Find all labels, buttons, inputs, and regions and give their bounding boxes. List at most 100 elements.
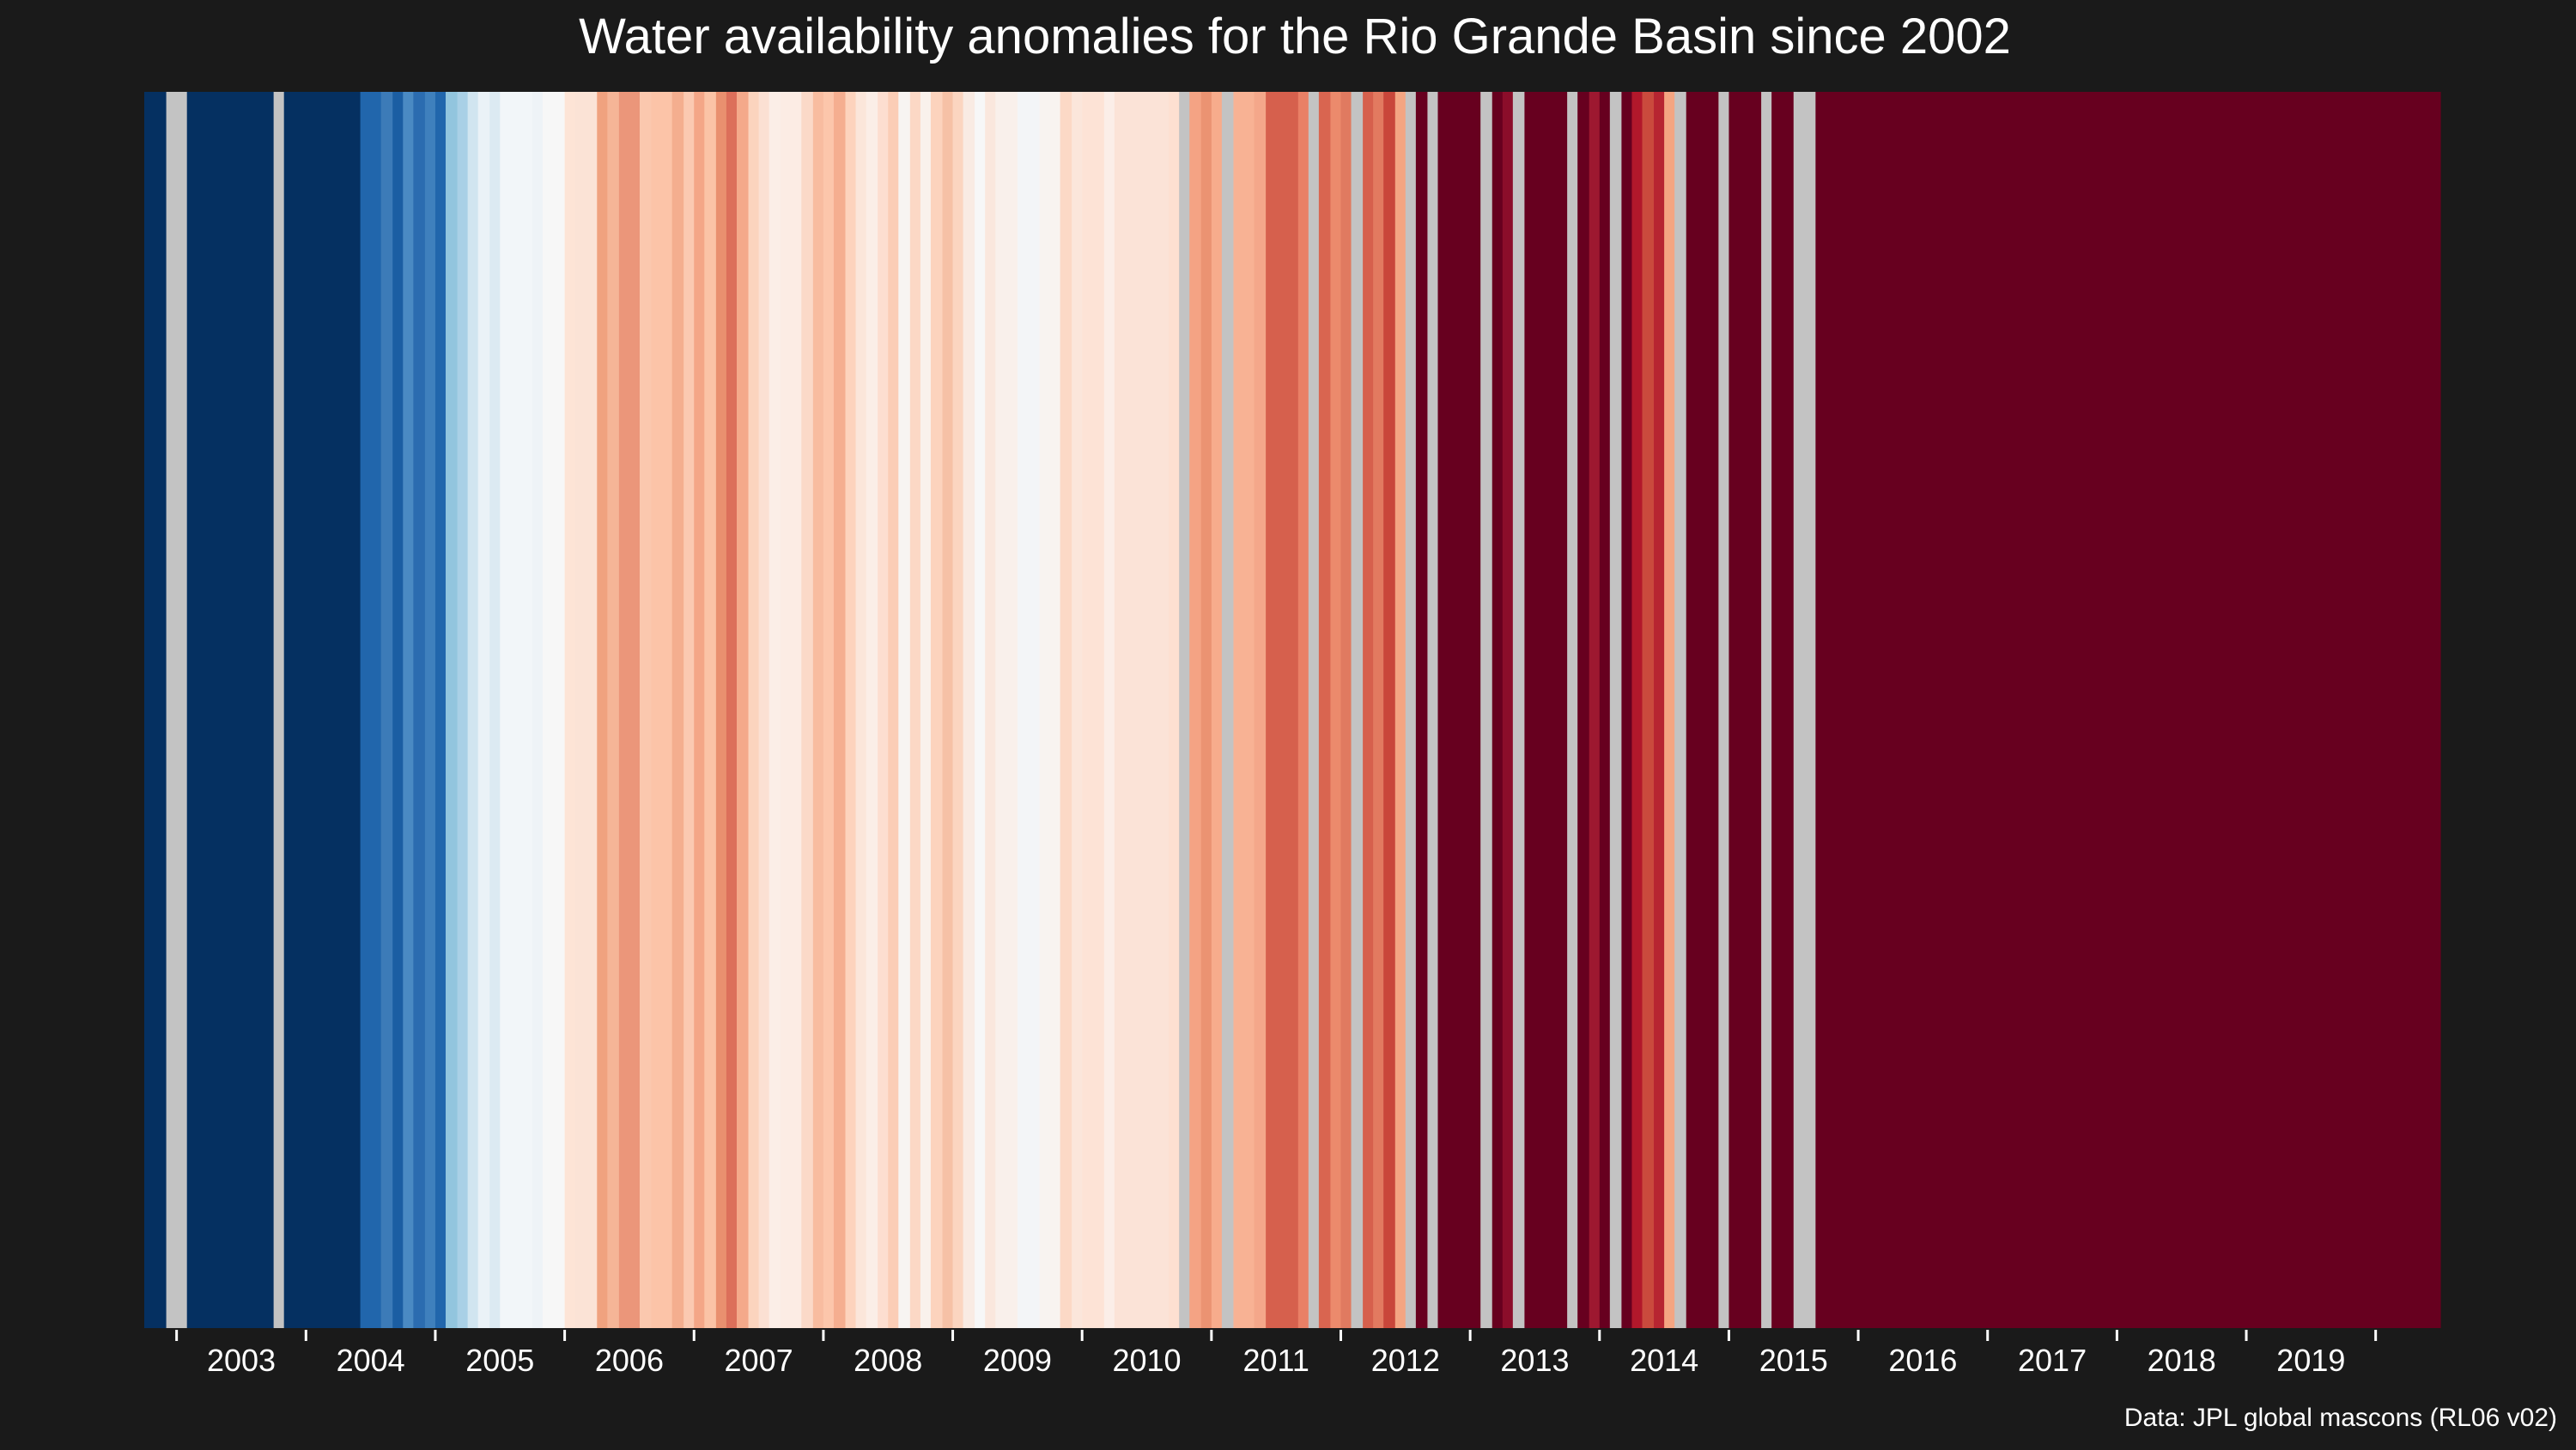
stripe: [1383, 92, 1396, 1328]
x-axis: 2003 2004 2005 2006 2007 2008 2009 2010 2011 2012…: [175, 1330, 2378, 1378]
stripe: [833, 92, 847, 1328]
stripe: [671, 92, 684, 1328]
stripe: [1266, 92, 1299, 1328]
stripe: [963, 92, 975, 1328]
stripe: [975, 92, 986, 1328]
stripe: [1211, 92, 1223, 1328]
stripe: [952, 92, 964, 1328]
stripe: [1340, 92, 1352, 1328]
stripe: [801, 92, 814, 1328]
stripe: [748, 92, 760, 1328]
stripe: [1060, 92, 1072, 1328]
stripe: [1599, 92, 1611, 1328]
stripe: [1502, 92, 1514, 1328]
x-tick-label: 2003: [207, 1343, 276, 1378]
stripe: [1082, 92, 1105, 1328]
stripe: [1233, 92, 1255, 1328]
stripe: [283, 92, 361, 1328]
x-tick-label: 2010: [1112, 1343, 1181, 1378]
stripe: [942, 92, 954, 1328]
stripe: [457, 92, 469, 1328]
stripe: [1686, 92, 1719, 1328]
x-tick-label: 2015: [1759, 1343, 1828, 1378]
x-tick-label: 2019: [2276, 1343, 2345, 1378]
stripe: [434, 92, 447, 1328]
stripe: [500, 92, 533, 1328]
stripe-missing: [1221, 92, 1235, 1328]
stripe: [866, 92, 878, 1328]
stripe-missing: [1480, 92, 1493, 1328]
stripe: [1114, 92, 1170, 1328]
stripe: [543, 92, 566, 1328]
stripe: [736, 92, 750, 1328]
stripe: [467, 92, 479, 1328]
stripe: [380, 92, 393, 1328]
stripe: [186, 92, 275, 1328]
stripe: [769, 92, 781, 1328]
x-tick-label: 2007: [725, 1343, 793, 1378]
stripe: [1394, 92, 1406, 1328]
stripe: [694, 92, 705, 1328]
x-tick-label: 2006: [595, 1343, 664, 1378]
stripe: [855, 92, 867, 1328]
stripe: [898, 92, 911, 1328]
stripe: [477, 92, 490, 1328]
stripe: [812, 92, 824, 1328]
x-tick-label: 2013: [1500, 1343, 1569, 1378]
stripe: [1200, 92, 1212, 1328]
stripe: [1330, 92, 1342, 1328]
stripe: [715, 92, 727, 1328]
stripe: [1039, 92, 1061, 1328]
stripe: [1373, 92, 1384, 1328]
stripe-missing: [1718, 92, 1730, 1328]
stripe: [1589, 92, 1601, 1328]
stripe: [618, 92, 641, 1328]
stripe-missing: [166, 92, 188, 1328]
stripe-missing: [1512, 92, 1526, 1328]
stripe: [1297, 92, 1309, 1328]
stripe: [1771, 92, 1795, 1328]
stripe: [1728, 92, 1762, 1328]
x-tick-label: 2014: [1630, 1343, 1698, 1378]
stripe-missing: [1179, 92, 1190, 1328]
stripe: [403, 92, 414, 1328]
stripe: [144, 92, 167, 1328]
x-tick-label: 2004: [337, 1343, 405, 1378]
stripe: [1577, 92, 1590, 1328]
stripe: [639, 92, 653, 1328]
stripe: [424, 92, 436, 1328]
data-source-caption: Data: JPL global mascons (RL06 v02): [2124, 1404, 2557, 1432]
stripe: [920, 92, 932, 1328]
stripe: [564, 92, 576, 1328]
stripe: [995, 92, 1018, 1328]
stripe: [888, 92, 899, 1328]
stripe: [574, 92, 598, 1328]
x-tick-label: 2009: [983, 1343, 1052, 1378]
x-tick-label: 2005: [465, 1343, 534, 1378]
x-tick-label: 2012: [1371, 1343, 1440, 1378]
stripe: [781, 92, 802, 1328]
stripe: [413, 92, 426, 1328]
chart-title: Water availability anomalies for the Rio…: [579, 9, 2011, 64]
stripe: [1169, 92, 1180, 1328]
stripe-missing: [1761, 92, 1772, 1328]
stripes-layer: [144, 92, 2441, 1328]
x-tick-label: 2011: [1242, 1343, 1309, 1378]
stripe-missing: [1793, 92, 1816, 1328]
stripe-missing: [1308, 92, 1320, 1328]
x-tick-label: 2017: [2018, 1343, 2087, 1378]
stripe: [985, 92, 996, 1328]
x-tick-label: 2016: [1888, 1343, 1957, 1378]
stripe: [489, 92, 501, 1328]
stripe: [1621, 92, 1633, 1328]
stripe: [1189, 92, 1202, 1328]
stripe: [878, 92, 889, 1328]
stripe: [1642, 92, 1655, 1328]
stripe: [1654, 92, 1665, 1328]
stripe: [360, 92, 382, 1328]
stripe: [597, 92, 608, 1328]
stripe: [1254, 92, 1267, 1328]
stripe-missing: [1674, 92, 1687, 1328]
stripe: [758, 92, 770, 1328]
